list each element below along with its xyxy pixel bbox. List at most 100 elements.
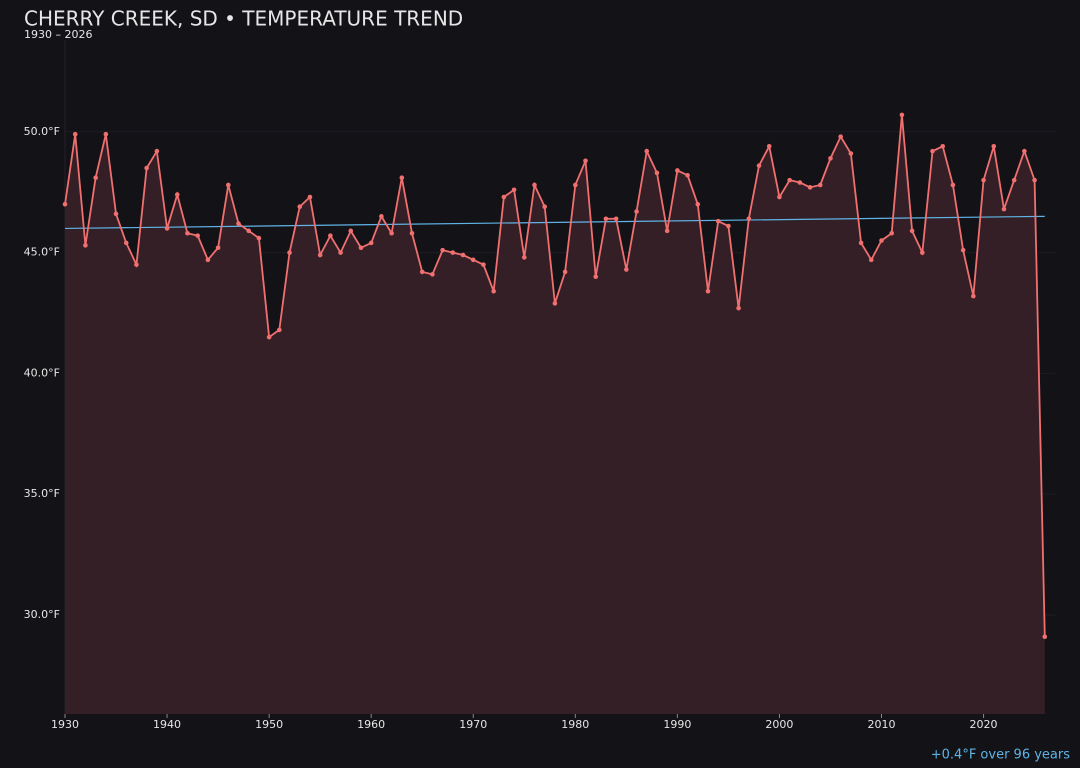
point [940, 143, 946, 149]
point [236, 221, 241, 226]
point [909, 228, 915, 234]
point [981, 177, 986, 183]
point [399, 175, 405, 180]
point [144, 165, 149, 171]
point [134, 262, 139, 267]
point [715, 218, 721, 224]
point [726, 223, 731, 229]
point [185, 230, 190, 236]
point [593, 274, 599, 280]
point [858, 240, 864, 246]
point [215, 245, 221, 251]
point [368, 240, 374, 246]
point [256, 235, 262, 241]
trend-annotation: +0.4°F over 96 years [931, 748, 1070, 763]
point [532, 182, 537, 188]
point [277, 327, 282, 333]
point [225, 182, 231, 188]
point [103, 131, 109, 137]
point [205, 257, 211, 263]
point [287, 250, 292, 255]
point [1042, 634, 1048, 639]
x-tick-label: 1970 [459, 718, 487, 731]
area [65, 114, 1045, 714]
point [879, 238, 884, 243]
x-tick-label: 1940 [153, 718, 181, 731]
point [491, 288, 496, 294]
point [470, 257, 476, 263]
point [562, 269, 568, 275]
trend-line [64, 215, 1045, 230]
point [746, 216, 752, 222]
point [552, 301, 558, 306]
point [83, 243, 88, 248]
point [511, 187, 517, 193]
point [634, 209, 639, 214]
point [450, 250, 456, 255]
point [419, 269, 425, 275]
point [950, 182, 956, 188]
point [113, 211, 119, 217]
point [603, 216, 609, 222]
point [1032, 177, 1037, 183]
point [440, 247, 445, 253]
chart-subtitle: 1930 – 2026 [24, 28, 92, 41]
x-tick-label: 1950 [255, 718, 283, 731]
point [123, 240, 129, 246]
point [1022, 148, 1027, 154]
point [828, 156, 833, 161]
point [542, 204, 547, 209]
point [756, 163, 762, 168]
point [613, 216, 619, 222]
point [328, 233, 333, 238]
point [685, 172, 690, 178]
point [777, 194, 782, 200]
point [889, 230, 895, 236]
point [583, 158, 588, 164]
x-tick-label: 1960 [357, 718, 385, 731]
y-tick-label: 45.0°F [24, 246, 60, 259]
chart-title: CHERRY CREEK, SD • TEMPERATURE TREND [24, 7, 463, 31]
point [695, 201, 701, 207]
point [664, 228, 670, 234]
point [868, 257, 874, 263]
point [460, 252, 466, 258]
point [960, 247, 966, 253]
y-tick-label: 40.0°F [24, 366, 60, 379]
point [624, 267, 629, 272]
point [174, 192, 180, 197]
point [1001, 206, 1007, 212]
point [389, 230, 394, 236]
point [297, 204, 303, 209]
point [154, 148, 160, 154]
point [766, 143, 772, 149]
point [1011, 177, 1017, 183]
point [920, 250, 925, 255]
point [93, 175, 98, 180]
point [72, 131, 78, 137]
point [930, 148, 935, 154]
point [807, 185, 813, 190]
point [358, 245, 364, 251]
point [705, 288, 711, 294]
x-tick-label: 1990 [663, 718, 691, 731]
point [521, 255, 527, 260]
point [62, 201, 68, 207]
point [797, 180, 803, 185]
point [338, 250, 343, 255]
x-tick-label: 2020 [970, 718, 998, 731]
x-tick-label: 1930 [51, 718, 79, 731]
point [501, 194, 507, 200]
x-tick-label: 2010 [867, 718, 895, 731]
point [266, 334, 272, 340]
point [164, 226, 170, 231]
point [481, 262, 486, 267]
y-tick-label: 30.0°F [24, 608, 60, 621]
point [991, 143, 997, 149]
point [307, 194, 313, 200]
point [246, 228, 252, 234]
point [848, 151, 854, 156]
point [675, 168, 680, 173]
